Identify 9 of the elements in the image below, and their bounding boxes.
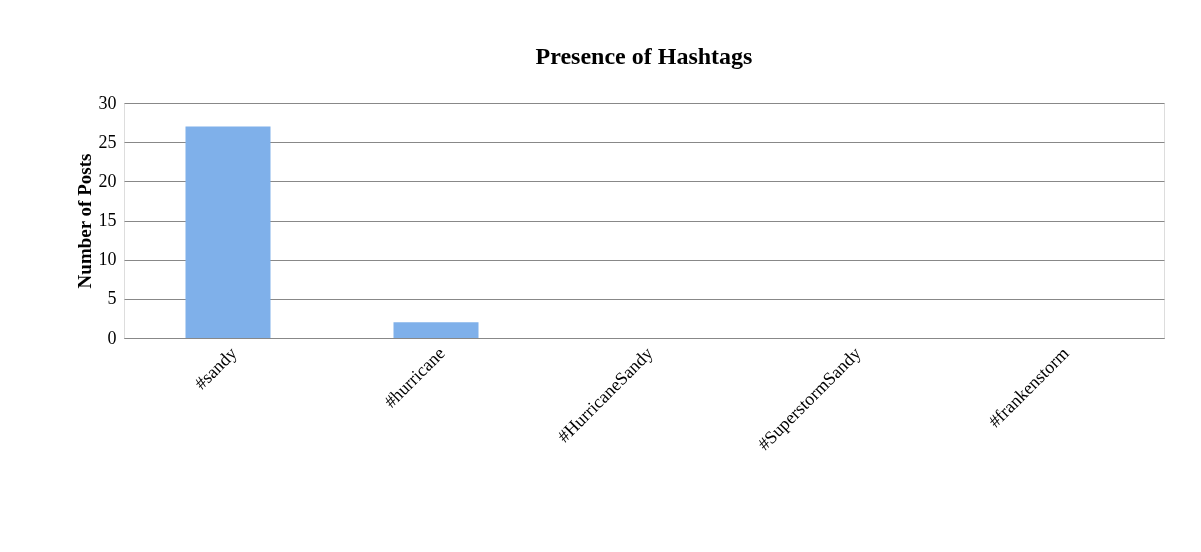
y-tick-label: 25 — [98, 131, 117, 152]
y-tick-label: 0 — [107, 327, 117, 348]
y-tick-label: 20 — [98, 170, 117, 191]
y-axis-title: Number of Posts — [73, 153, 95, 289]
y-tick-label: 10 — [98, 249, 117, 270]
y-tick-label: 15 — [98, 210, 117, 230]
y-tick-label: 5 — [107, 288, 117, 309]
y-tick-label: 30 — [98, 92, 117, 113]
chart-title: Presence of Hashtags — [535, 43, 753, 69]
